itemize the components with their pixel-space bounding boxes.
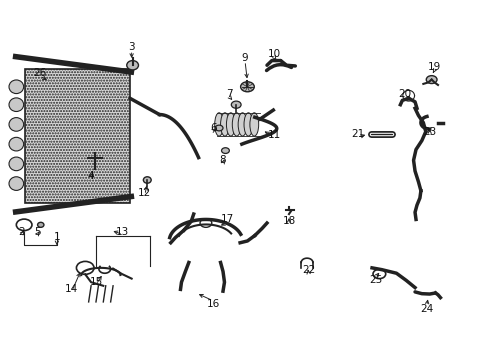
- Ellipse shape: [9, 157, 24, 171]
- Text: 22: 22: [302, 265, 315, 275]
- Ellipse shape: [250, 113, 259, 136]
- Ellipse shape: [231, 101, 241, 108]
- Ellipse shape: [9, 80, 24, 94]
- Ellipse shape: [426, 76, 437, 84]
- Bar: [25, 69, 130, 203]
- Ellipse shape: [238, 113, 247, 136]
- Text: 4: 4: [88, 171, 95, 181]
- Ellipse shape: [215, 113, 223, 136]
- Ellipse shape: [215, 125, 223, 131]
- Text: 19: 19: [428, 62, 441, 72]
- Text: 6: 6: [210, 123, 217, 133]
- Text: 5: 5: [34, 227, 41, 237]
- Text: 10: 10: [268, 49, 281, 59]
- Text: 14: 14: [65, 284, 78, 294]
- Ellipse shape: [221, 148, 229, 153]
- Text: 9: 9: [242, 53, 248, 63]
- Ellipse shape: [127, 60, 139, 70]
- Text: 26: 26: [33, 68, 47, 78]
- Text: 20: 20: [399, 89, 412, 99]
- Ellipse shape: [9, 177, 24, 190]
- Text: 18: 18: [282, 216, 295, 226]
- Text: 15: 15: [89, 277, 102, 287]
- Ellipse shape: [9, 98, 24, 112]
- Text: 24: 24: [420, 304, 433, 314]
- Text: 13: 13: [116, 227, 129, 237]
- Ellipse shape: [232, 113, 241, 136]
- Text: 12: 12: [138, 188, 151, 198]
- Text: 11: 11: [268, 130, 281, 140]
- Text: 2: 2: [18, 227, 24, 237]
- Text: 8: 8: [220, 155, 226, 165]
- Ellipse shape: [38, 222, 44, 227]
- Text: 25: 25: [369, 275, 383, 285]
- Ellipse shape: [144, 177, 151, 183]
- Text: 7: 7: [226, 89, 233, 99]
- Ellipse shape: [220, 113, 229, 136]
- Ellipse shape: [226, 113, 235, 136]
- Ellipse shape: [244, 113, 253, 136]
- Ellipse shape: [9, 137, 24, 151]
- Text: 16: 16: [207, 299, 220, 309]
- Text: 23: 23: [423, 127, 436, 136]
- Text: 3: 3: [128, 42, 135, 52]
- Text: 1: 1: [53, 232, 60, 242]
- Text: 21: 21: [352, 129, 365, 139]
- Ellipse shape: [241, 82, 254, 92]
- Ellipse shape: [9, 118, 24, 131]
- Text: 17: 17: [221, 215, 235, 224]
